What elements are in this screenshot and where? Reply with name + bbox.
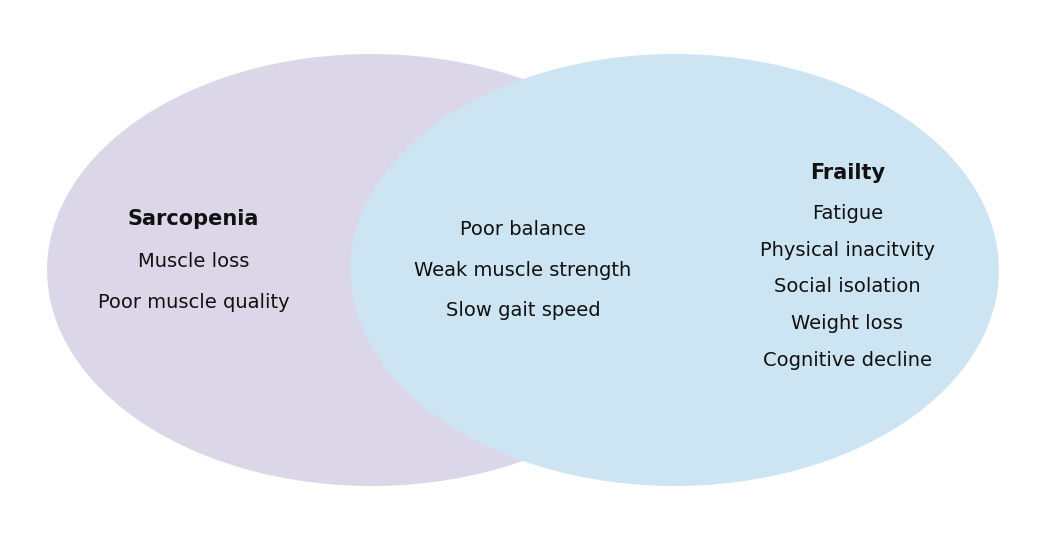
- Text: Sarcopenia: Sarcopenia: [128, 208, 259, 229]
- Text: Poor muscle quality: Poor muscle quality: [97, 293, 290, 312]
- Ellipse shape: [47, 54, 696, 486]
- Text: Social isolation: Social isolation: [774, 277, 920, 296]
- Text: Muscle loss: Muscle loss: [138, 252, 249, 272]
- Ellipse shape: [350, 54, 999, 486]
- Text: Poor balance: Poor balance: [460, 220, 586, 239]
- Text: Slow gait speed: Slow gait speed: [446, 301, 600, 320]
- Text: Frailty: Frailty: [810, 163, 885, 183]
- Text: Fatigue: Fatigue: [812, 204, 883, 223]
- Text: Weak muscle strength: Weak muscle strength: [414, 260, 632, 280]
- Text: Weight loss: Weight loss: [792, 314, 903, 333]
- Text: Physical inacitvity: Physical inacitvity: [759, 240, 935, 260]
- Text: Cognitive decline: Cognitive decline: [763, 350, 932, 370]
